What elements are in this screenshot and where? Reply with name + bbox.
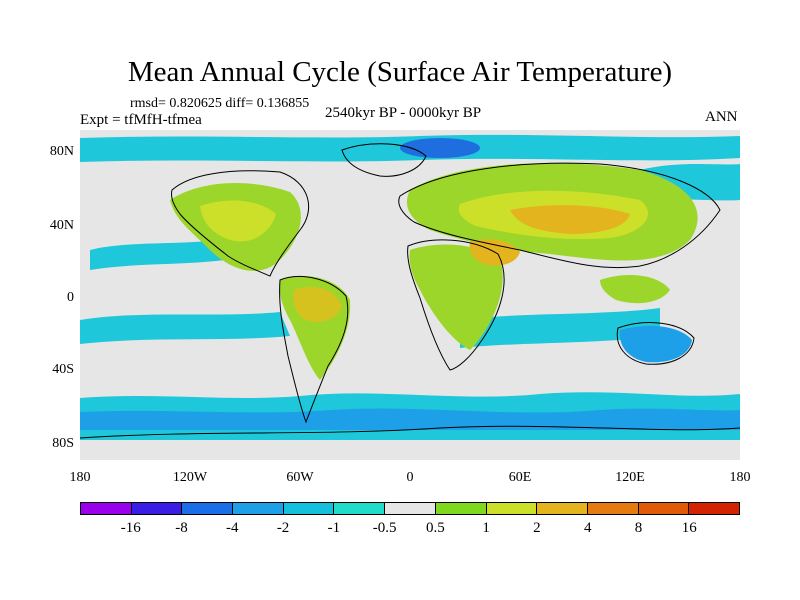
colorbar-swatch: [182, 503, 234, 514]
colorbar: [80, 502, 740, 515]
maritime-continent-warm: [600, 275, 670, 304]
colorbar-label: 0.5: [426, 520, 445, 536]
colorbar-swatch: [233, 503, 284, 514]
southern-ocean-inner-band: [80, 408, 740, 430]
lon-label-180w: 180: [69, 470, 91, 485]
colorbar-label: 2: [533, 520, 541, 536]
colorbar-swatch: [131, 503, 183, 514]
experiment-label: Expt = tfMfH-tfmea: [80, 112, 202, 128]
colorbar-label: 4: [583, 520, 592, 536]
central-asia-hot: [510, 205, 630, 234]
colorbar-swatch: [689, 503, 739, 514]
south-america-hot: [293, 286, 342, 322]
colorbar-swatch: [283, 503, 335, 514]
world-map: [80, 130, 740, 460]
colorbar-swatch: [81, 503, 132, 514]
lat-label-40s: 40S: [52, 362, 74, 377]
north-america-hot: [200, 200, 276, 242]
lon-label-0: 0: [406, 470, 414, 485]
season-label: ANN: [705, 109, 738, 125]
colorbar-swatch: [537, 503, 588, 514]
lat-label-80s: 80S: [52, 436, 74, 451]
colorbar-label: 16: [681, 520, 697, 536]
south-pacific-band: [80, 312, 290, 344]
colorbar-label: -8: [175, 520, 188, 536]
lon-label-120e: 120E: [615, 470, 645, 485]
colorbar-label: -4: [226, 520, 239, 536]
lat-label-0: 0: [67, 290, 74, 305]
colorbar-swatch: [334, 503, 386, 514]
colorbar-label: -16: [120, 520, 141, 536]
coastlines: [80, 143, 740, 439]
lon-label-60w: 60W: [286, 470, 314, 485]
lat-label-40n: 40N: [49, 218, 74, 233]
colorbar-swatch: [435, 503, 487, 514]
colorbar-label: 1: [482, 520, 490, 536]
colorbar-label: -1: [327, 520, 341, 536]
africa-warm: [409, 244, 503, 350]
colorbar-label: -0.5: [372, 520, 397, 536]
lat-label-80n: 80N: [49, 144, 74, 159]
lon-label-120w: 120W: [172, 470, 208, 485]
lon-label-180e: 180: [729, 470, 751, 485]
period-label: 2540kyr BP - 0000kyr BP: [325, 105, 482, 121]
colorbar-label: -2: [276, 520, 290, 536]
statistics-label: rmsd= 0.820625 diff= 0.136855: [130, 96, 310, 111]
lon-label-60e: 60E: [508, 470, 532, 485]
map-title: Mean Annual Cycle (Surface Air Temperatu…: [127, 56, 673, 88]
australia-cool: [619, 325, 692, 363]
colorbar-swatch: [587, 503, 639, 514]
indian-ocean-band: [460, 308, 660, 348]
colorbar-label: 8: [634, 520, 643, 536]
north-pacific-patch: [90, 238, 240, 270]
colorbar-swatch: [638, 503, 690, 514]
colorbar-swatch: [385, 503, 436, 514]
greenland-sea-cold: [400, 138, 480, 158]
colorbar-swatch: [486, 503, 538, 514]
